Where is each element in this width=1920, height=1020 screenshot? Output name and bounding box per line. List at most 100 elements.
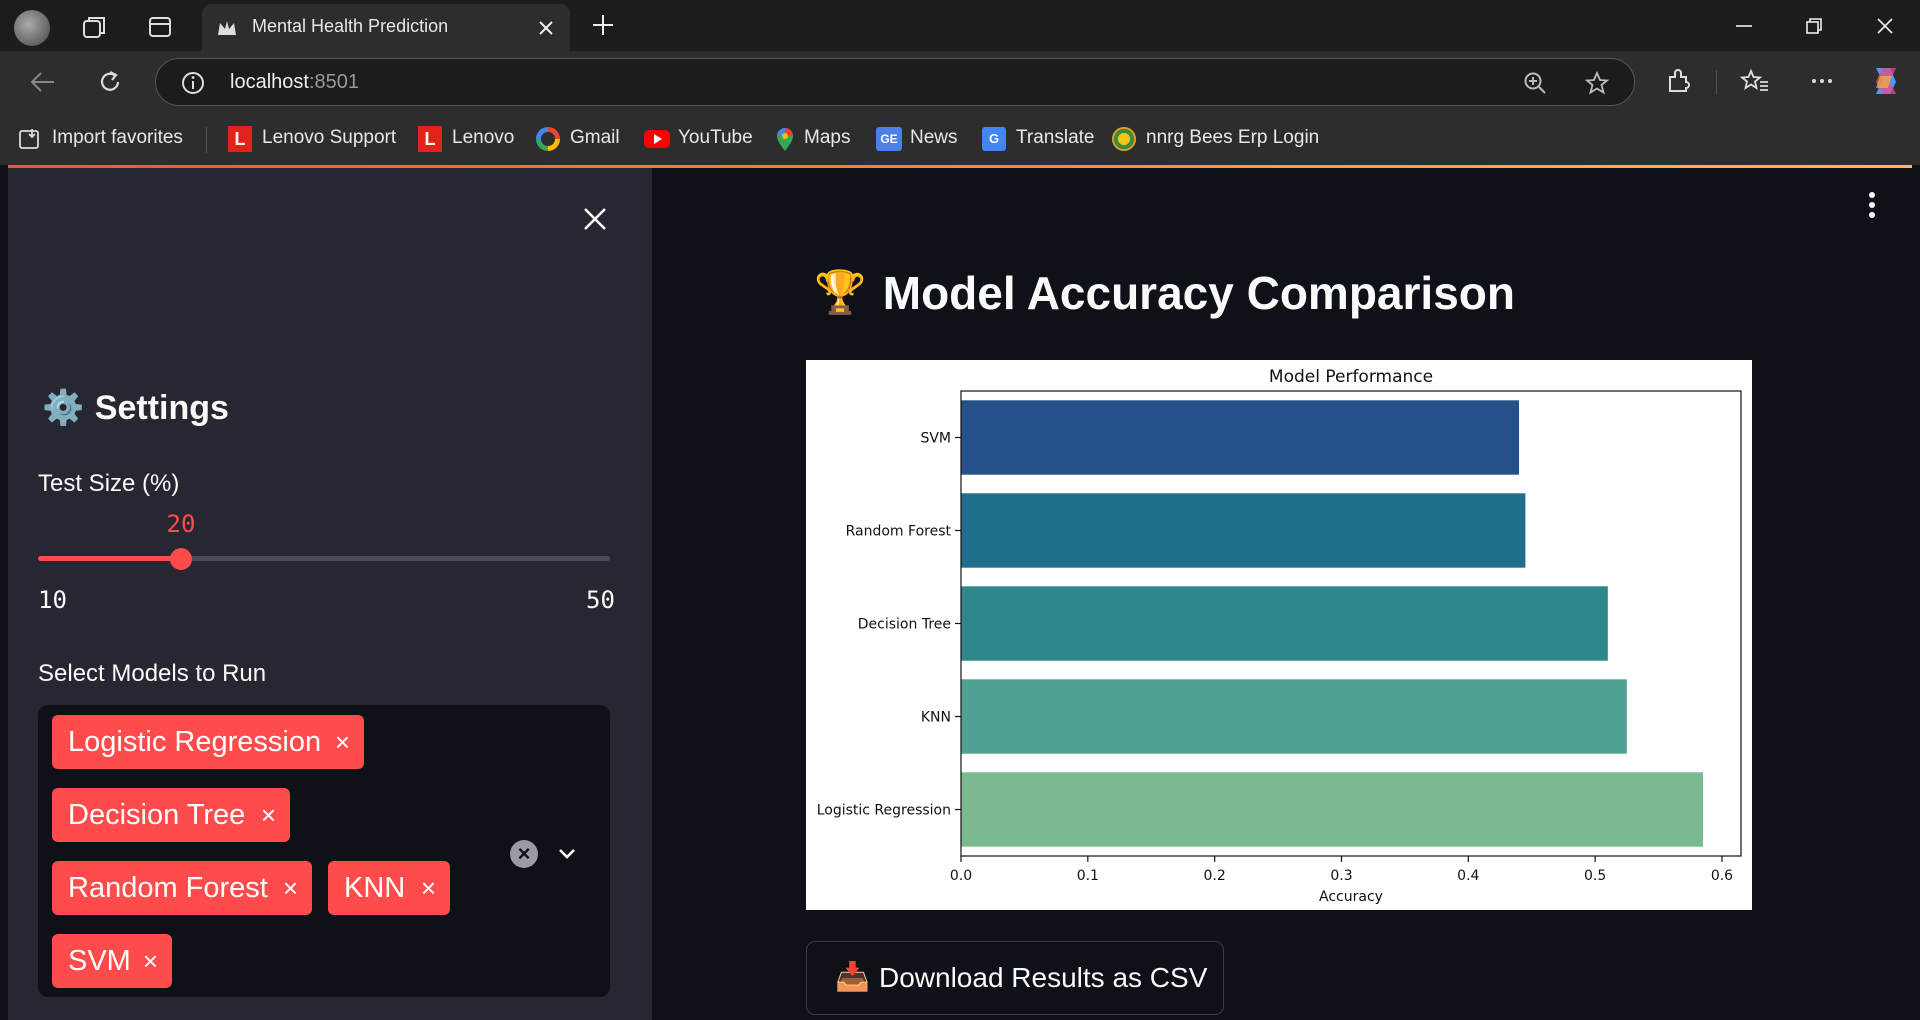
model-tag: SVM × — [52, 934, 172, 988]
back-icon[interactable] — [28, 69, 58, 95]
model-tag: KNN × — [328, 861, 450, 915]
bookmark-label: nnrg Bees Erp Login — [1146, 127, 1320, 148]
import-icon — [19, 129, 39, 149]
test-size-slider[interactable]: 20 — [38, 484, 618, 574]
bookmark-label: YouTube — [678, 127, 753, 148]
url-text: localhost:8501 — [230, 71, 359, 94]
tab-actions-icon[interactable] — [146, 13, 174, 41]
y-tick-label: Logistic Regression — [817, 803, 951, 819]
site-info-icon[interactable] — [180, 70, 206, 96]
app-header-decoration — [8, 165, 1912, 168]
settings-heading: Settings — [94, 388, 229, 427]
bookmark-label: Lenovo Support — [262, 127, 397, 148]
page-title-row: 🏆 Model Accuracy Comparison — [814, 266, 1515, 320]
more-options-icon[interactable] — [1808, 67, 1836, 95]
y-tick-label: Random Forest — [846, 524, 952, 540]
url-host: localhost — [230, 71, 309, 93]
chevron-down-icon[interactable] — [554, 841, 580, 867]
close-sidebar-icon[interactable] — [580, 204, 610, 234]
remove-tag-icon[interactable]: × — [420, 873, 436, 903]
x-tick-label: 0.0 — [950, 868, 972, 884]
main-menu-icon[interactable] — [1866, 190, 1878, 220]
favorites-icon[interactable] — [1740, 67, 1770, 95]
sidebar: ⚙️ Settings Test Size (%) 20 10 50 Selec… — [8, 168, 652, 1020]
remove-tag-icon[interactable]: × — [334, 727, 350, 757]
download-button-label: Download Results as CSV — [879, 962, 1208, 993]
nnrg-icon — [1112, 127, 1136, 151]
y-tick-label: SVM — [920, 431, 951, 447]
y-tick-label: KNN — [921, 710, 951, 726]
youtube-icon — [644, 130, 670, 148]
slider-min-label: 10 — [38, 586, 67, 614]
chart-title: Model Performance — [1269, 367, 1433, 387]
close-tab-icon[interactable] — [536, 18, 556, 38]
new-tab-icon[interactable] — [590, 12, 616, 38]
restore-icon[interactable] — [1802, 14, 1826, 38]
x-tick-label: 0.2 — [1204, 868, 1226, 884]
tab-title: Mental Health Prediction — [252, 16, 449, 36]
extensions-icon[interactable] — [1664, 67, 1692, 95]
model-tag: Decision Tree × — [52, 788, 290, 842]
x-tick-label: 0.6 — [1711, 868, 1733, 884]
models-multiselect[interactable]: Logistic Regression × Decision Tree × Rand… — [38, 705, 610, 997]
sidebar-heading: ⚙️ Settings — [42, 388, 229, 428]
chart-bar — [961, 586, 1608, 661]
slider-thumb[interactable] — [170, 548, 192, 570]
remove-tag-icon[interactable]: × — [282, 873, 298, 903]
minimize-icon[interactable] — [1732, 14, 1756, 38]
chart-bar — [961, 493, 1526, 568]
download-csv-button[interactable]: 📥 Download Results as CSV — [806, 941, 1224, 1015]
bookmark-label: Import favorites — [52, 127, 183, 148]
model-tag-label: Random Forest — [68, 872, 268, 904]
bookmark-label: Translate — [1016, 127, 1095, 148]
slider-max-label: 50 — [586, 586, 615, 614]
copilot-icon[interactable] — [1868, 64, 1904, 98]
streamlit-app: ⚙️ Settings Test Size (%) 20 10 50 Selec… — [8, 168, 1912, 1020]
bookmark-label: Gmail — [570, 127, 620, 148]
workspaces-icon[interactable] — [80, 13, 108, 41]
lenovo-icon: L — [228, 126, 252, 152]
favorite-star-icon[interactable] — [1584, 70, 1610, 96]
close-window-icon[interactable] — [1873, 14, 1897, 38]
slider-label: Test Size (%) — [38, 470, 180, 497]
clear-all-icon[interactable]: × — [510, 840, 538, 868]
maps-icon — [777, 128, 793, 151]
download-tray-icon: 📥 — [835, 961, 870, 992]
settings-gear-icon: ⚙️ — [42, 389, 85, 427]
slider-track[interactable] — [38, 556, 610, 561]
remove-tag-icon[interactable]: × — [142, 946, 158, 976]
bookmark-label: Maps — [804, 127, 851, 148]
zoom-icon[interactable] — [1522, 70, 1548, 96]
translate-icon: G — [982, 127, 1006, 151]
slider-value: 20 — [166, 510, 196, 538]
y-tick-label: Decision Tree — [858, 617, 951, 633]
url-port: :8501 — [308, 71, 359, 93]
chart-bar — [961, 772, 1703, 847]
browser-tab[interactable]: Mental Health Prediction — [202, 4, 570, 51]
model-tag-label: Decision Tree — [68, 799, 246, 831]
news-icon: GE — [876, 127, 902, 151]
x-tick-label: 0.3 — [1330, 868, 1352, 884]
bookmarks-bar: Import favorites L Lenovo Support L Leno… — [0, 113, 1920, 165]
model-tag: Random Forest × — [52, 861, 312, 915]
remove-tag-icon[interactable]: × — [260, 800, 276, 830]
chart-x-axis-label: Accuracy — [1319, 889, 1383, 905]
bookmark-label: News — [910, 127, 958, 148]
toolbar-divider — [1716, 70, 1717, 94]
model-tag-label: KNN — [344, 872, 406, 904]
profile-avatar[interactable] — [14, 10, 50, 46]
address-bar[interactable]: localhost:8501 — [155, 58, 1635, 106]
chart-bar — [961, 679, 1627, 754]
streamlit-crown-icon — [218, 21, 236, 35]
chart-axes-frame — [960, 390, 1742, 857]
models-multiselect-label: Select Models to Run — [38, 660, 267, 687]
page-title: Model Accuracy Comparison — [882, 267, 1515, 319]
slider-fill — [38, 556, 181, 561]
bookmarks-divider — [206, 127, 207, 153]
model-tag: Logistic Regression × — [52, 715, 364, 769]
trophy-icon: 🏆 — [814, 268, 867, 316]
refresh-icon[interactable] — [96, 68, 124, 96]
google-icon — [536, 127, 560, 151]
x-tick-label: 0.4 — [1457, 868, 1479, 884]
accuracy-chart-svg: SVM Random Forest Decision Tree KNN Logistic… — [817, 367, 1742, 905]
